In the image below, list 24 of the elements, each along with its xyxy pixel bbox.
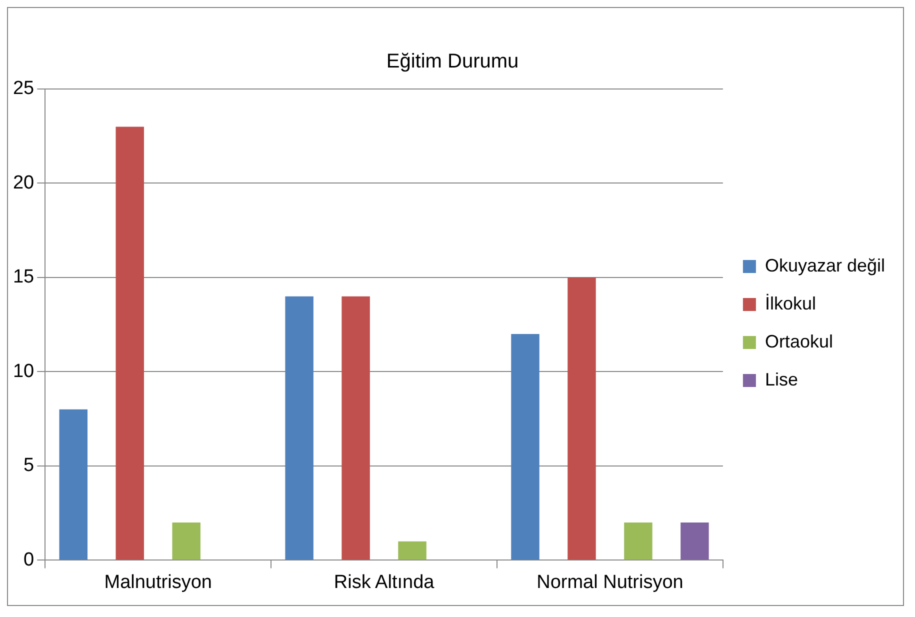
- bar: [511, 334, 540, 560]
- legend-label: Okuyazar değil: [764, 255, 886, 276]
- legend-label: Ortaokul: [764, 331, 833, 352]
- x-tick-label: Risk Altında: [334, 572, 435, 593]
- bar: [680, 522, 709, 560]
- y-tick-label: 10: [12, 360, 34, 382]
- y-tick-label: 5: [24, 455, 34, 476]
- bar: [116, 126, 144, 560]
- y-tick-label: 15: [12, 266, 34, 288]
- y-tick-label: 0: [24, 549, 34, 570]
- bar: [59, 409, 88, 560]
- bar: [285, 296, 314, 560]
- legend-label: İlkokul: [764, 293, 816, 314]
- bar: [342, 296, 370, 560]
- bar: [624, 522, 652, 560]
- x-tick-label: Normal Nutrisyon: [536, 572, 684, 593]
- bar: [172, 522, 200, 560]
- legend-label: Lise: [764, 369, 798, 390]
- bar: [568, 277, 596, 560]
- x-tick-label: Malnutrisyon: [104, 572, 212, 593]
- bar: [398, 541, 426, 560]
- y-tick-label: 25: [12, 78, 34, 100]
- chart-title: Eğitim Durumu: [386, 50, 519, 73]
- y-tick-label: 20: [12, 172, 34, 194]
